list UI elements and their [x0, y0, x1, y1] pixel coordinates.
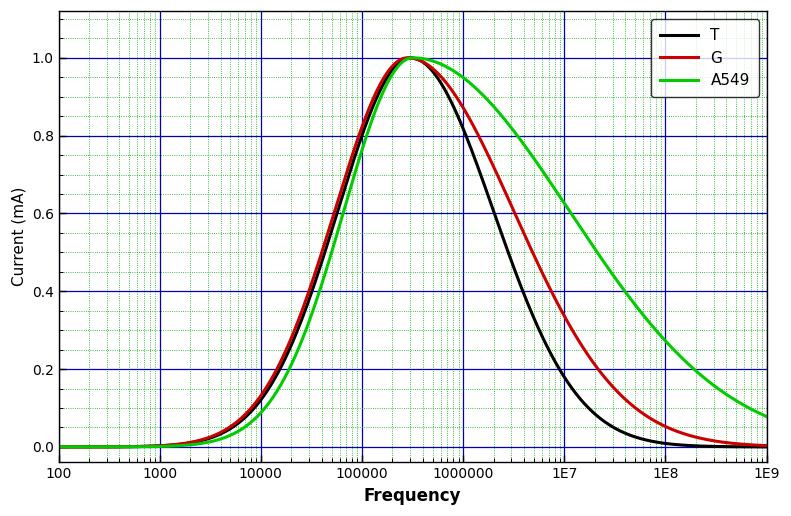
Line: G: G [59, 58, 766, 447]
G [54, 444, 63, 450]
A549 [748, 407, 758, 413]
G [403, 55, 412, 61]
G [325, 223, 335, 229]
A549 [762, 413, 771, 420]
A549 [325, 254, 335, 261]
G [672, 428, 681, 434]
X-axis label: Frequency: Frequency [364, 487, 461, 505]
T [325, 233, 335, 239]
A549 [134, 444, 144, 450]
T [672, 442, 681, 448]
A549 [672, 350, 681, 356]
G [356, 127, 365, 134]
A549 [408, 55, 418, 61]
T [54, 444, 63, 450]
T [176, 441, 186, 447]
A549 [356, 151, 365, 157]
T [748, 444, 758, 450]
A549 [54, 444, 63, 450]
T [406, 55, 415, 61]
A549 [176, 442, 186, 448]
T [762, 444, 771, 450]
T [134, 443, 144, 449]
Y-axis label: Current (mA): Current (mA) [11, 187, 26, 286]
G [176, 441, 186, 447]
T [356, 136, 365, 142]
Line: A549: A549 [59, 58, 766, 447]
G [748, 442, 758, 448]
Legend: T, G, A549: T, G, A549 [651, 19, 759, 98]
G [134, 443, 144, 449]
G [762, 443, 771, 449]
Line: T: T [59, 58, 766, 447]
